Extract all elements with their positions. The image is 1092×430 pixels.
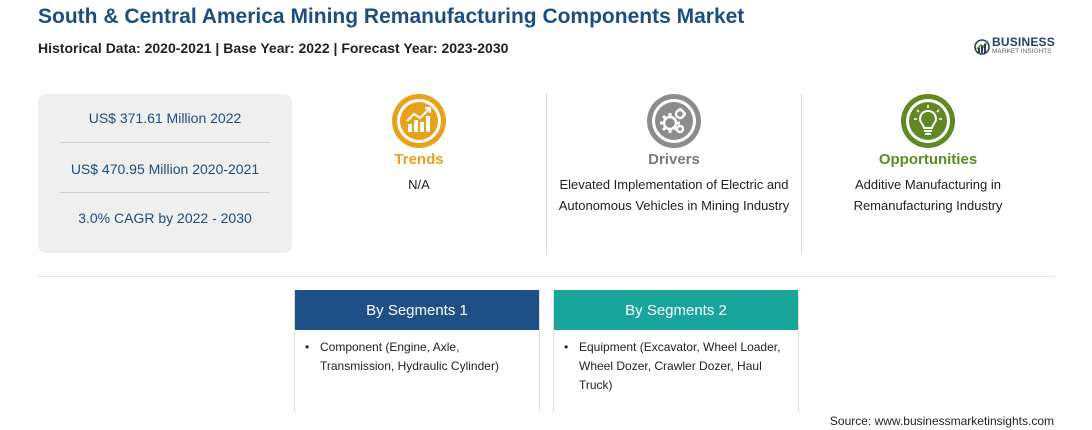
logo-main-text: BUSINESS [992,35,1055,50]
segment-card-2: By Segments 2 • Equipment (Excavator, Wh… [553,290,799,412]
trends-text: N/A [408,177,430,192]
segment-1-item: • Component (Engine, Axle, Transmission,… [295,330,539,376]
trends-column: Trends N/A [318,94,520,195]
trend-chart-icon [392,94,446,148]
lightbulb-icon [901,94,955,148]
segment-2-heading: By Segments 2 [554,290,798,330]
segment-2-item: • Equipment (Excavator, Wheel Loader, Wh… [554,330,798,395]
column-divider [546,94,547,254]
page-title: South & Central America Mining Remanufac… [38,5,745,28]
stat-divider [60,192,270,193]
segment-1-heading: By Segments 1 [295,290,539,330]
bullet-icon: • [564,340,569,354]
section-divider [38,276,1054,277]
segment-1-item-text: Component (Engine, Axle, Transmission, H… [320,340,499,373]
segment-card-1: By Segments 1 • Component (Engine, Axle,… [294,290,540,412]
stat-cagr: 3.0% CAGR by 2022 - 2030 [78,210,252,226]
stat-market-value-2022: US$ 371.61 Million 2022 [88,110,242,126]
stat-divider [60,142,270,143]
opportunities-column: Opportunities Additive Manufacturing in … [818,94,1038,216]
drivers-column: Drivers Elevated Implementation of Elect… [556,94,792,216]
column-divider [801,94,802,254]
company-logo: BUSINESS MARKET INSIGHTS [974,36,1055,56]
drivers-heading: Drivers [648,151,700,168]
logo-globe-icon [974,39,990,55]
market-stats-panel: US$ 371.61 Million 2022 US$ 470.95 Milli… [38,94,292,253]
trends-heading: Trends [394,151,444,168]
gears-icon [647,94,701,148]
logo-sub-text: MARKET INSIGHTS [992,48,1052,56]
stat-market-value-historical: US$ 470.95 Million 2020-2021 [70,161,260,177]
opportunities-text: Additive Manufacturing in Remanufacturin… [853,177,1003,213]
opportunities-heading: Opportunities [878,151,978,168]
bullet-icon: • [305,340,310,354]
page-subtitle: Historical Data: 2020-2021 | Base Year: … [38,40,509,56]
segment-2-item-text: Equipment (Excavator, Wheel Loader, Whee… [579,340,781,392]
drivers-text: Elevated Implementation of Electric and … [558,177,790,213]
source-credit: Source: www.businessmarketinsights.com [829,414,1054,428]
